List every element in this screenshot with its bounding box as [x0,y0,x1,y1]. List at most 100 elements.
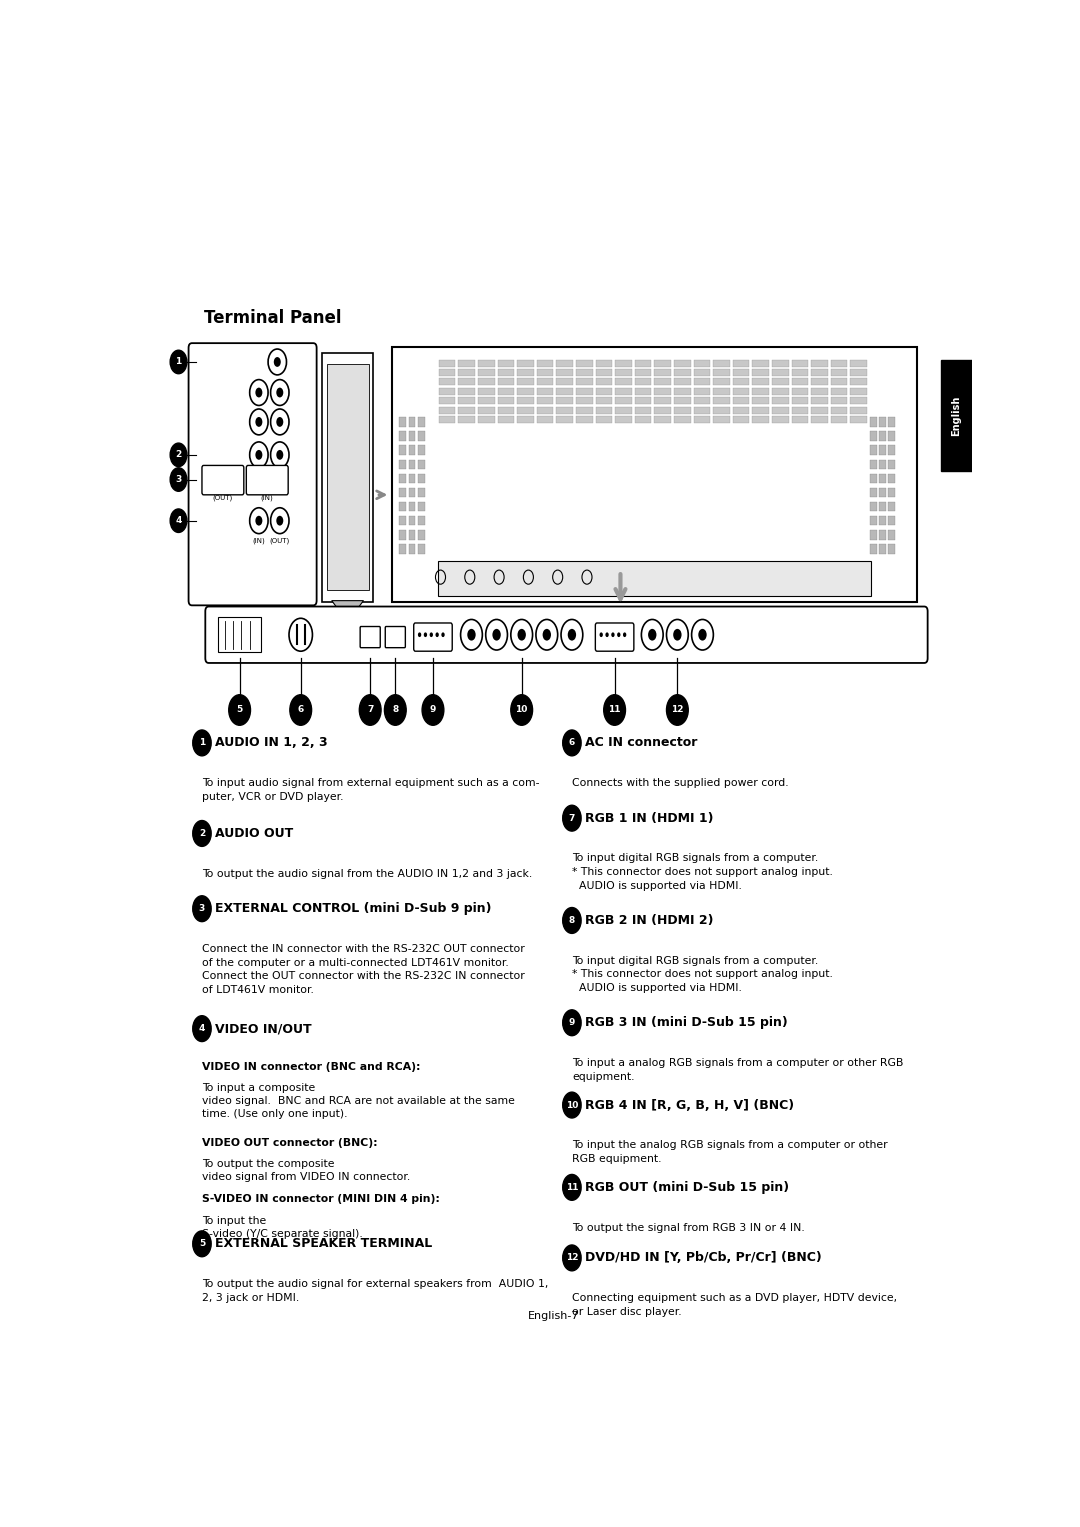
Circle shape [568,629,576,641]
Bar [753,406,769,414]
Bar [753,370,769,376]
FancyBboxPatch shape [189,344,316,605]
Circle shape [384,695,406,725]
Text: To input a analog RGB signals from a computer or other RGB
equipment.: To input a analog RGB signals from a com… [572,1058,903,1081]
Text: English: English [951,395,961,435]
Text: RGB OUT (mini D-Sub 15 pin): RGB OUT (mini D-Sub 15 pin) [585,1180,789,1194]
FancyBboxPatch shape [438,560,870,596]
Bar [438,360,456,366]
Circle shape [699,629,706,641]
Text: 6: 6 [298,705,303,715]
Circle shape [255,388,262,397]
Bar [537,406,553,414]
Bar [478,370,495,376]
Text: 2: 2 [175,450,181,460]
Bar [850,406,867,414]
Text: To output the audio signal for external speakers from  AUDIO 1,
2, 3 jack or HDM: To output the audio signal for external … [202,1280,549,1303]
Text: RGB 1 IN (HDMI 1): RGB 1 IN (HDMI 1) [585,812,714,825]
Text: 10: 10 [566,1101,578,1110]
Bar [616,379,632,385]
Bar [635,406,651,414]
Bar [792,388,808,395]
Bar [713,397,730,405]
Text: Connect the IN connector with the RS-232C OUT connector
of the computer or a mul: Connect the IN connector with the RS-232… [202,944,525,994]
Text: RGB 4 IN [R, G, B, H, V] (BNC): RGB 4 IN [R, G, B, H, V] (BNC) [585,1098,795,1112]
Bar [654,379,671,385]
Bar [889,473,895,483]
Bar [753,415,769,423]
Bar [537,360,553,366]
Bar [556,360,573,366]
Text: To input digital RGB signals from a computer.
* This connector does not support : To input digital RGB signals from a comp… [572,956,833,993]
Text: 8: 8 [392,705,399,715]
Bar [693,379,711,385]
Text: Connects with the supplied power cord.: Connects with the supplied power cord. [572,779,788,788]
Bar [732,406,750,414]
Bar [772,406,788,414]
Bar [537,379,553,385]
Bar [654,415,671,423]
Bar [713,360,730,366]
Bar [732,370,750,376]
Bar [408,460,416,469]
Bar [635,379,651,385]
Bar [732,397,750,405]
Bar [879,544,886,554]
Bar [400,460,406,469]
Bar [556,415,573,423]
Bar [674,370,690,376]
Bar [400,487,406,498]
Circle shape [229,695,251,725]
Bar [478,388,495,395]
Circle shape [563,1174,581,1200]
FancyBboxPatch shape [326,365,368,589]
Bar [616,415,632,423]
Polygon shape [332,600,364,621]
Bar [517,379,534,385]
Circle shape [442,632,445,637]
Bar [772,379,788,385]
Bar [732,379,750,385]
FancyBboxPatch shape [218,617,261,652]
Circle shape [563,805,581,831]
Bar [576,379,593,385]
Bar [753,388,769,395]
Bar [869,530,877,539]
Bar [674,388,690,395]
Text: EXTERNAL CONTROL (mini D-Sub 9 pin): EXTERNAL CONTROL (mini D-Sub 9 pin) [215,902,491,915]
Circle shape [171,467,187,492]
Circle shape [171,350,187,374]
Bar [792,379,808,385]
Bar [458,397,475,405]
Bar [811,360,827,366]
Bar [595,415,612,423]
Circle shape [255,417,262,428]
Bar [831,360,848,366]
Circle shape [666,695,688,725]
Bar [595,397,612,405]
Bar [408,502,416,512]
Bar [792,370,808,376]
Bar [418,530,424,539]
Bar [635,397,651,405]
Text: 1: 1 [199,739,205,747]
Bar [418,473,424,483]
Circle shape [468,629,475,641]
Bar [418,544,424,554]
Text: To output the audio signal from the AUDIO IN 1,2 and 3 jack.: To output the audio signal from the AUDI… [202,869,532,878]
Circle shape [648,629,657,641]
Bar [635,360,651,366]
Bar [792,406,808,414]
Circle shape [276,450,283,460]
Circle shape [171,508,187,533]
Circle shape [192,1231,212,1257]
Bar [400,431,406,441]
Text: Connecting equipment such as a DVD player, HDTV device,
or Laser disc player.: Connecting equipment such as a DVD playe… [572,1293,897,1316]
Bar [458,379,475,385]
Circle shape [604,695,625,725]
Bar [616,388,632,395]
Bar [556,397,573,405]
Text: VIDEO OUT connector (BNC):: VIDEO OUT connector (BNC): [202,1138,378,1148]
Bar [400,473,406,483]
Bar [616,397,632,405]
